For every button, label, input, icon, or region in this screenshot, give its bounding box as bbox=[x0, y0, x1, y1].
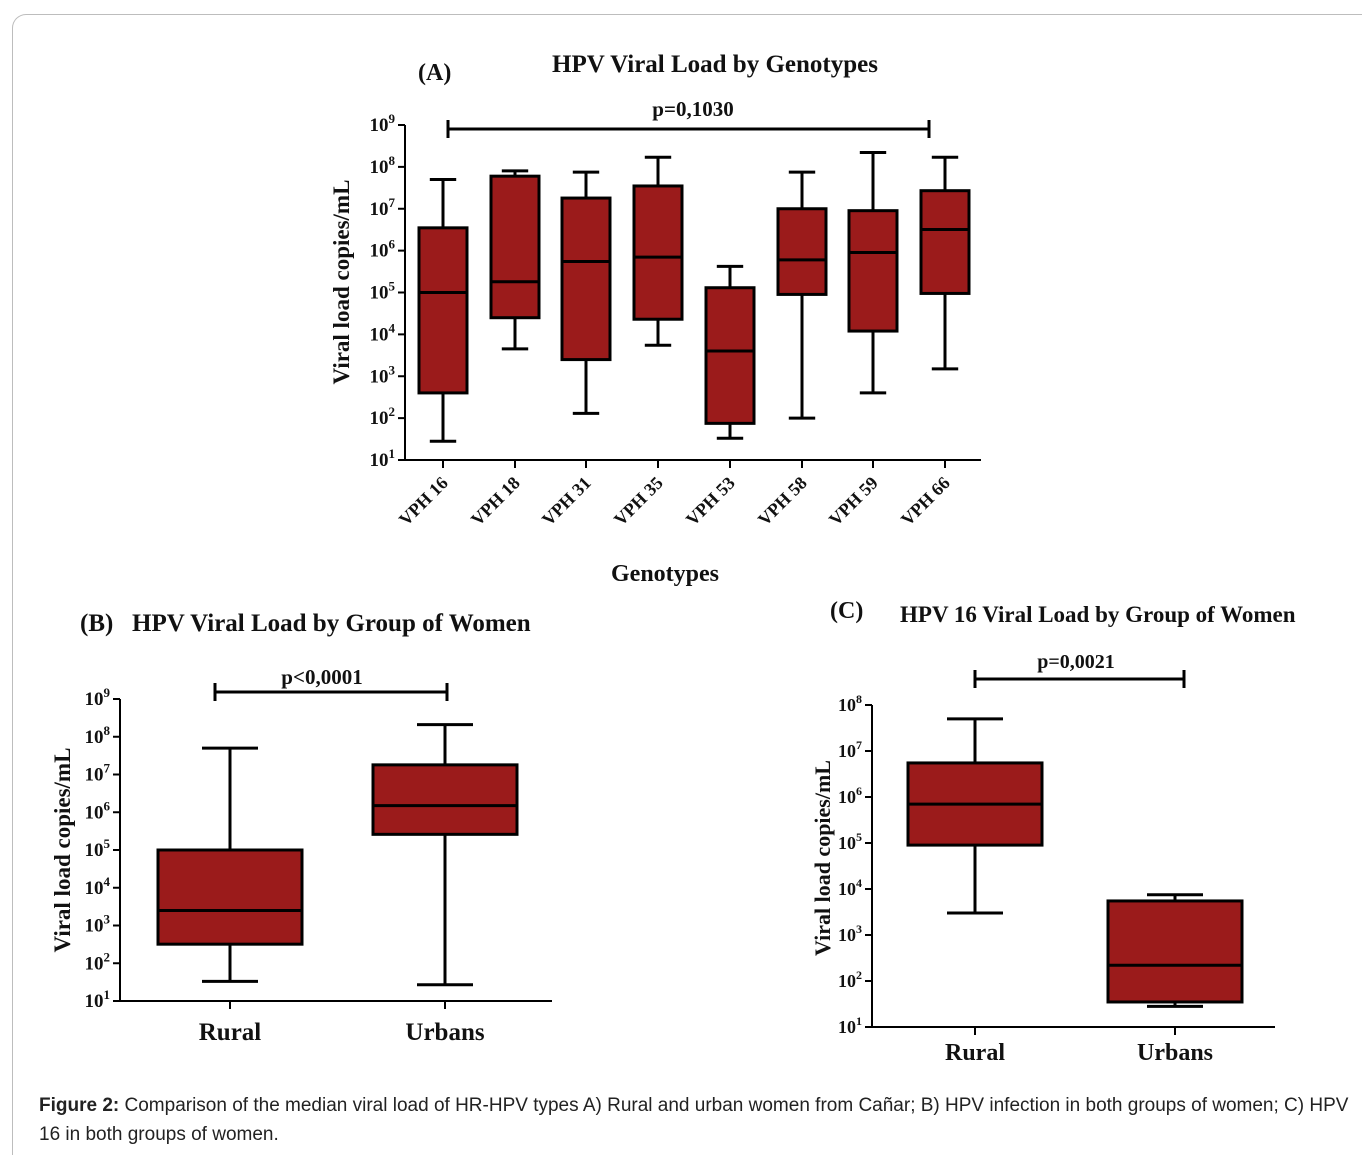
x-tick-label: VPH 53 bbox=[682, 473, 739, 530]
y-tick-label: 108 bbox=[370, 153, 396, 178]
y-tick-label: 102 bbox=[85, 949, 111, 974]
box-iqr bbox=[371, 763, 519, 836]
chart-panel-1: (A) HPV Viral Load by Genotypes 101 102 103 1… bbox=[329, 51, 981, 587]
x-tick-label: VPH 58 bbox=[754, 473, 811, 530]
y-tick-label: 105 bbox=[838, 830, 862, 853]
box-iqr bbox=[632, 184, 684, 321]
chart-title: HPV Viral Load by Genotypes bbox=[552, 51, 878, 78]
y-tick-label: 104 bbox=[370, 320, 396, 345]
chart-title: HPV Viral Load by Group of Women bbox=[132, 610, 531, 637]
box-iqr bbox=[919, 189, 971, 295]
box-vph-59 bbox=[847, 151, 899, 395]
y-tick-label: 108 bbox=[85, 723, 111, 748]
y-tick-label: 107 bbox=[838, 738, 862, 761]
box-vph-16 bbox=[417, 177, 469, 443]
significance-bracket: p<0,0001 bbox=[213, 665, 449, 701]
y-tick-label: 105 bbox=[370, 279, 396, 304]
y-tick-label: 102 bbox=[838, 968, 862, 991]
p-value-label: p=0,0021 bbox=[1037, 651, 1115, 673]
y-tick-label: 101 bbox=[85, 987, 111, 1012]
figure-plots: (A) HPV Viral Load by Genotypes 101 102 103 1… bbox=[50, 51, 1296, 1066]
significance-bracket: p=0,0021 bbox=[973, 651, 1186, 688]
box-rural bbox=[906, 717, 1044, 915]
x-tick-label: VPH 59 bbox=[825, 473, 882, 530]
box-vph-58 bbox=[776, 170, 828, 420]
caption-label: Figure 2: bbox=[39, 1095, 120, 1116]
y-tick-label: 106 bbox=[85, 798, 111, 823]
x-tick-label: Urbans bbox=[405, 1019, 484, 1046]
box-iqr bbox=[560, 196, 612, 362]
x-tick-label: VPH 66 bbox=[897, 473, 954, 530]
box-iqr bbox=[489, 174, 541, 320]
x-tick-label: Rural bbox=[199, 1019, 262, 1046]
y-tick-label: 109 bbox=[85, 685, 111, 710]
box-urbans bbox=[371, 723, 519, 987]
y-axis-label: Viral load copies/mL bbox=[329, 180, 354, 385]
figure-caption: Figure 2: Comparison of the median viral… bbox=[39, 1091, 1351, 1149]
y-tick-label: 103 bbox=[370, 362, 396, 387]
y-tick-label: 106 bbox=[370, 237, 396, 262]
chart-panel-2: (B) HPV Viral Load by Group of Women 101 10… bbox=[50, 610, 552, 1046]
x-tick-label: VPH 18 bbox=[467, 473, 524, 530]
y-tick-label: 108 bbox=[838, 692, 862, 715]
y-tick-label: 104 bbox=[838, 876, 862, 899]
caption-text: Comparison of the median viral load of H… bbox=[39, 1095, 1349, 1145]
box-urbans bbox=[1106, 893, 1244, 1008]
figure-frame bbox=[12, 14, 1362, 1155]
y-tick-label: 107 bbox=[370, 195, 396, 220]
y-tick-label: 101 bbox=[838, 1014, 862, 1037]
p-value-label: p=0,1030 bbox=[652, 97, 733, 121]
box-vph-53 bbox=[704, 264, 756, 440]
y-tick-label: 103 bbox=[85, 912, 111, 937]
box-vph-31 bbox=[560, 170, 612, 415]
y-tick-label: 109 bbox=[370, 111, 396, 136]
x-tick-label: VPH 35 bbox=[610, 473, 667, 530]
box-iqr bbox=[847, 209, 899, 333]
p-value-label: p<0,0001 bbox=[281, 665, 362, 689]
box-iqr bbox=[704, 286, 756, 425]
panel-label: (B) bbox=[80, 610, 113, 637]
y-axis-label: Viral load copies/mL bbox=[810, 760, 835, 956]
x-tick-label: VPH 31 bbox=[538, 473, 595, 530]
x-tick-label: VPH 16 bbox=[395, 473, 452, 530]
box-vph-18 bbox=[489, 169, 541, 351]
panel-label: (A) bbox=[418, 60, 451, 86]
box-vph-66 bbox=[919, 155, 971, 371]
x-axis-label: Genotypes bbox=[611, 561, 719, 587]
y-tick-label: 106 bbox=[838, 784, 862, 807]
box-iqr bbox=[156, 848, 304, 946]
y-tick-label: 103 bbox=[838, 922, 862, 945]
box-vph-35 bbox=[632, 155, 684, 347]
y-tick-label: 105 bbox=[85, 836, 111, 861]
chart-panel-3: (C) HPV 16 Viral Load by Group of Women 10… bbox=[810, 598, 1296, 1066]
y-tick-label: 102 bbox=[370, 404, 396, 429]
y-tick-label: 101 bbox=[370, 446, 396, 471]
x-tick-label: Rural bbox=[945, 1040, 1005, 1066]
box-iqr bbox=[1106, 899, 1244, 1004]
chart-title: HPV 16 Viral Load by Group of Women bbox=[900, 602, 1296, 627]
panel-label: (C) bbox=[830, 598, 863, 624]
box-rural bbox=[156, 746, 304, 983]
x-tick-label: Urbans bbox=[1137, 1040, 1213, 1066]
box-iqr bbox=[776, 207, 828, 296]
y-tick-label: 104 bbox=[85, 874, 111, 899]
box-iqr bbox=[417, 226, 469, 395]
y-axis-label: Viral load copies/mL bbox=[50, 748, 75, 953]
y-tick-label: 107 bbox=[85, 761, 111, 786]
significance-bracket: p=0,1030 bbox=[446, 97, 931, 138]
